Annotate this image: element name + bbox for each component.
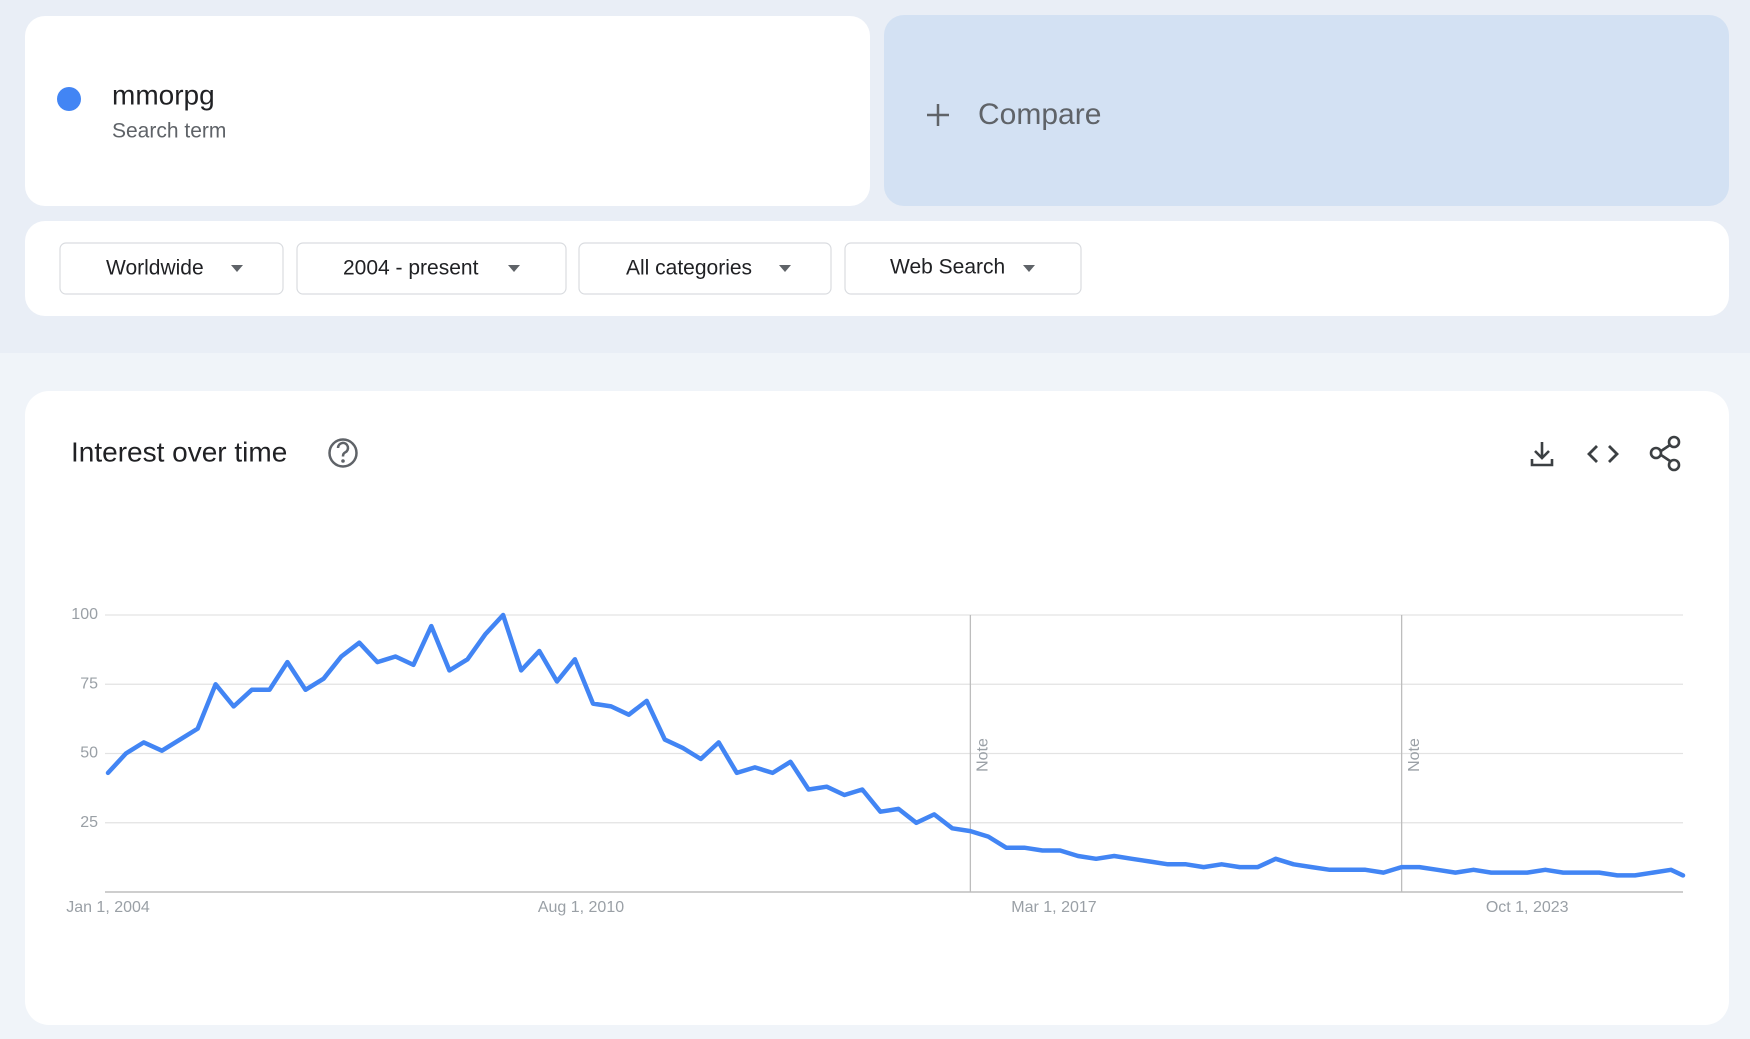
filter[interactable]: Worldwide [59, 242, 284, 295]
filter-label: Web Search [890, 256, 1005, 279]
dropdown-arrow [231, 265, 243, 272]
x-tick-label: Aug 1, 2010 [538, 899, 624, 916]
y-tick-label: 100 [71, 606, 98, 623]
term-dot [57, 87, 81, 111]
x-tick-label: Jan 1, 2004 [66, 899, 150, 916]
x-tick-label: Mar 1, 2017 [1011, 899, 1096, 916]
filter-label: All categories [626, 257, 752, 280]
help-icon[interactable] [328, 438, 358, 468]
trend-line [105, 612, 1686, 878]
term-card[interactable] [25, 16, 870, 206]
filter-label: Worldwide [106, 257, 204, 280]
note-label: Note [1406, 738, 1423, 772]
filter[interactable]: Web Search [844, 242, 1082, 295]
embed-icon[interactable] [1587, 445, 1619, 463]
plus-icon [927, 104, 949, 126]
y-tick-label: 25 [80, 814, 98, 831]
x-tick-label: Oct 1, 2023 [1486, 899, 1569, 916]
download-icon[interactable] [1530, 442, 1554, 467]
share-icon[interactable] [1649, 435, 1681, 472]
filter-box[interactable] [578, 242, 832, 295]
y-tick-label: 75 [80, 675, 98, 692]
filter-label: 2004 - present [343, 257, 479, 280]
compare-card[interactable] [884, 15, 1729, 206]
plot: 25 50 75 100 Jan 1, 2004 Aug 1, 2010 Mar 1, 20… [66, 606, 1686, 916]
chart-title: Interest over time [71, 436, 287, 467]
dropdown-arrow [779, 265, 791, 272]
filter-box[interactable] [296, 242, 567, 295]
y-tick-label: 50 [80, 745, 98, 762]
compare-label: Compare [978, 98, 1101, 131]
note-label: Note [975, 738, 992, 772]
filter-box[interactable] [844, 242, 1082, 295]
filter[interactable]: All categories [578, 242, 832, 295]
chart-card [25, 391, 1729, 1025]
filter-box[interactable] [59, 242, 284, 295]
term-type: Search term [112, 120, 226, 143]
filter[interactable]: 2004 - present [296, 242, 567, 295]
dropdown-arrow [508, 265, 520, 272]
term-name: mmorpg [112, 79, 215, 110]
dropdown-arrow [1023, 265, 1035, 272]
